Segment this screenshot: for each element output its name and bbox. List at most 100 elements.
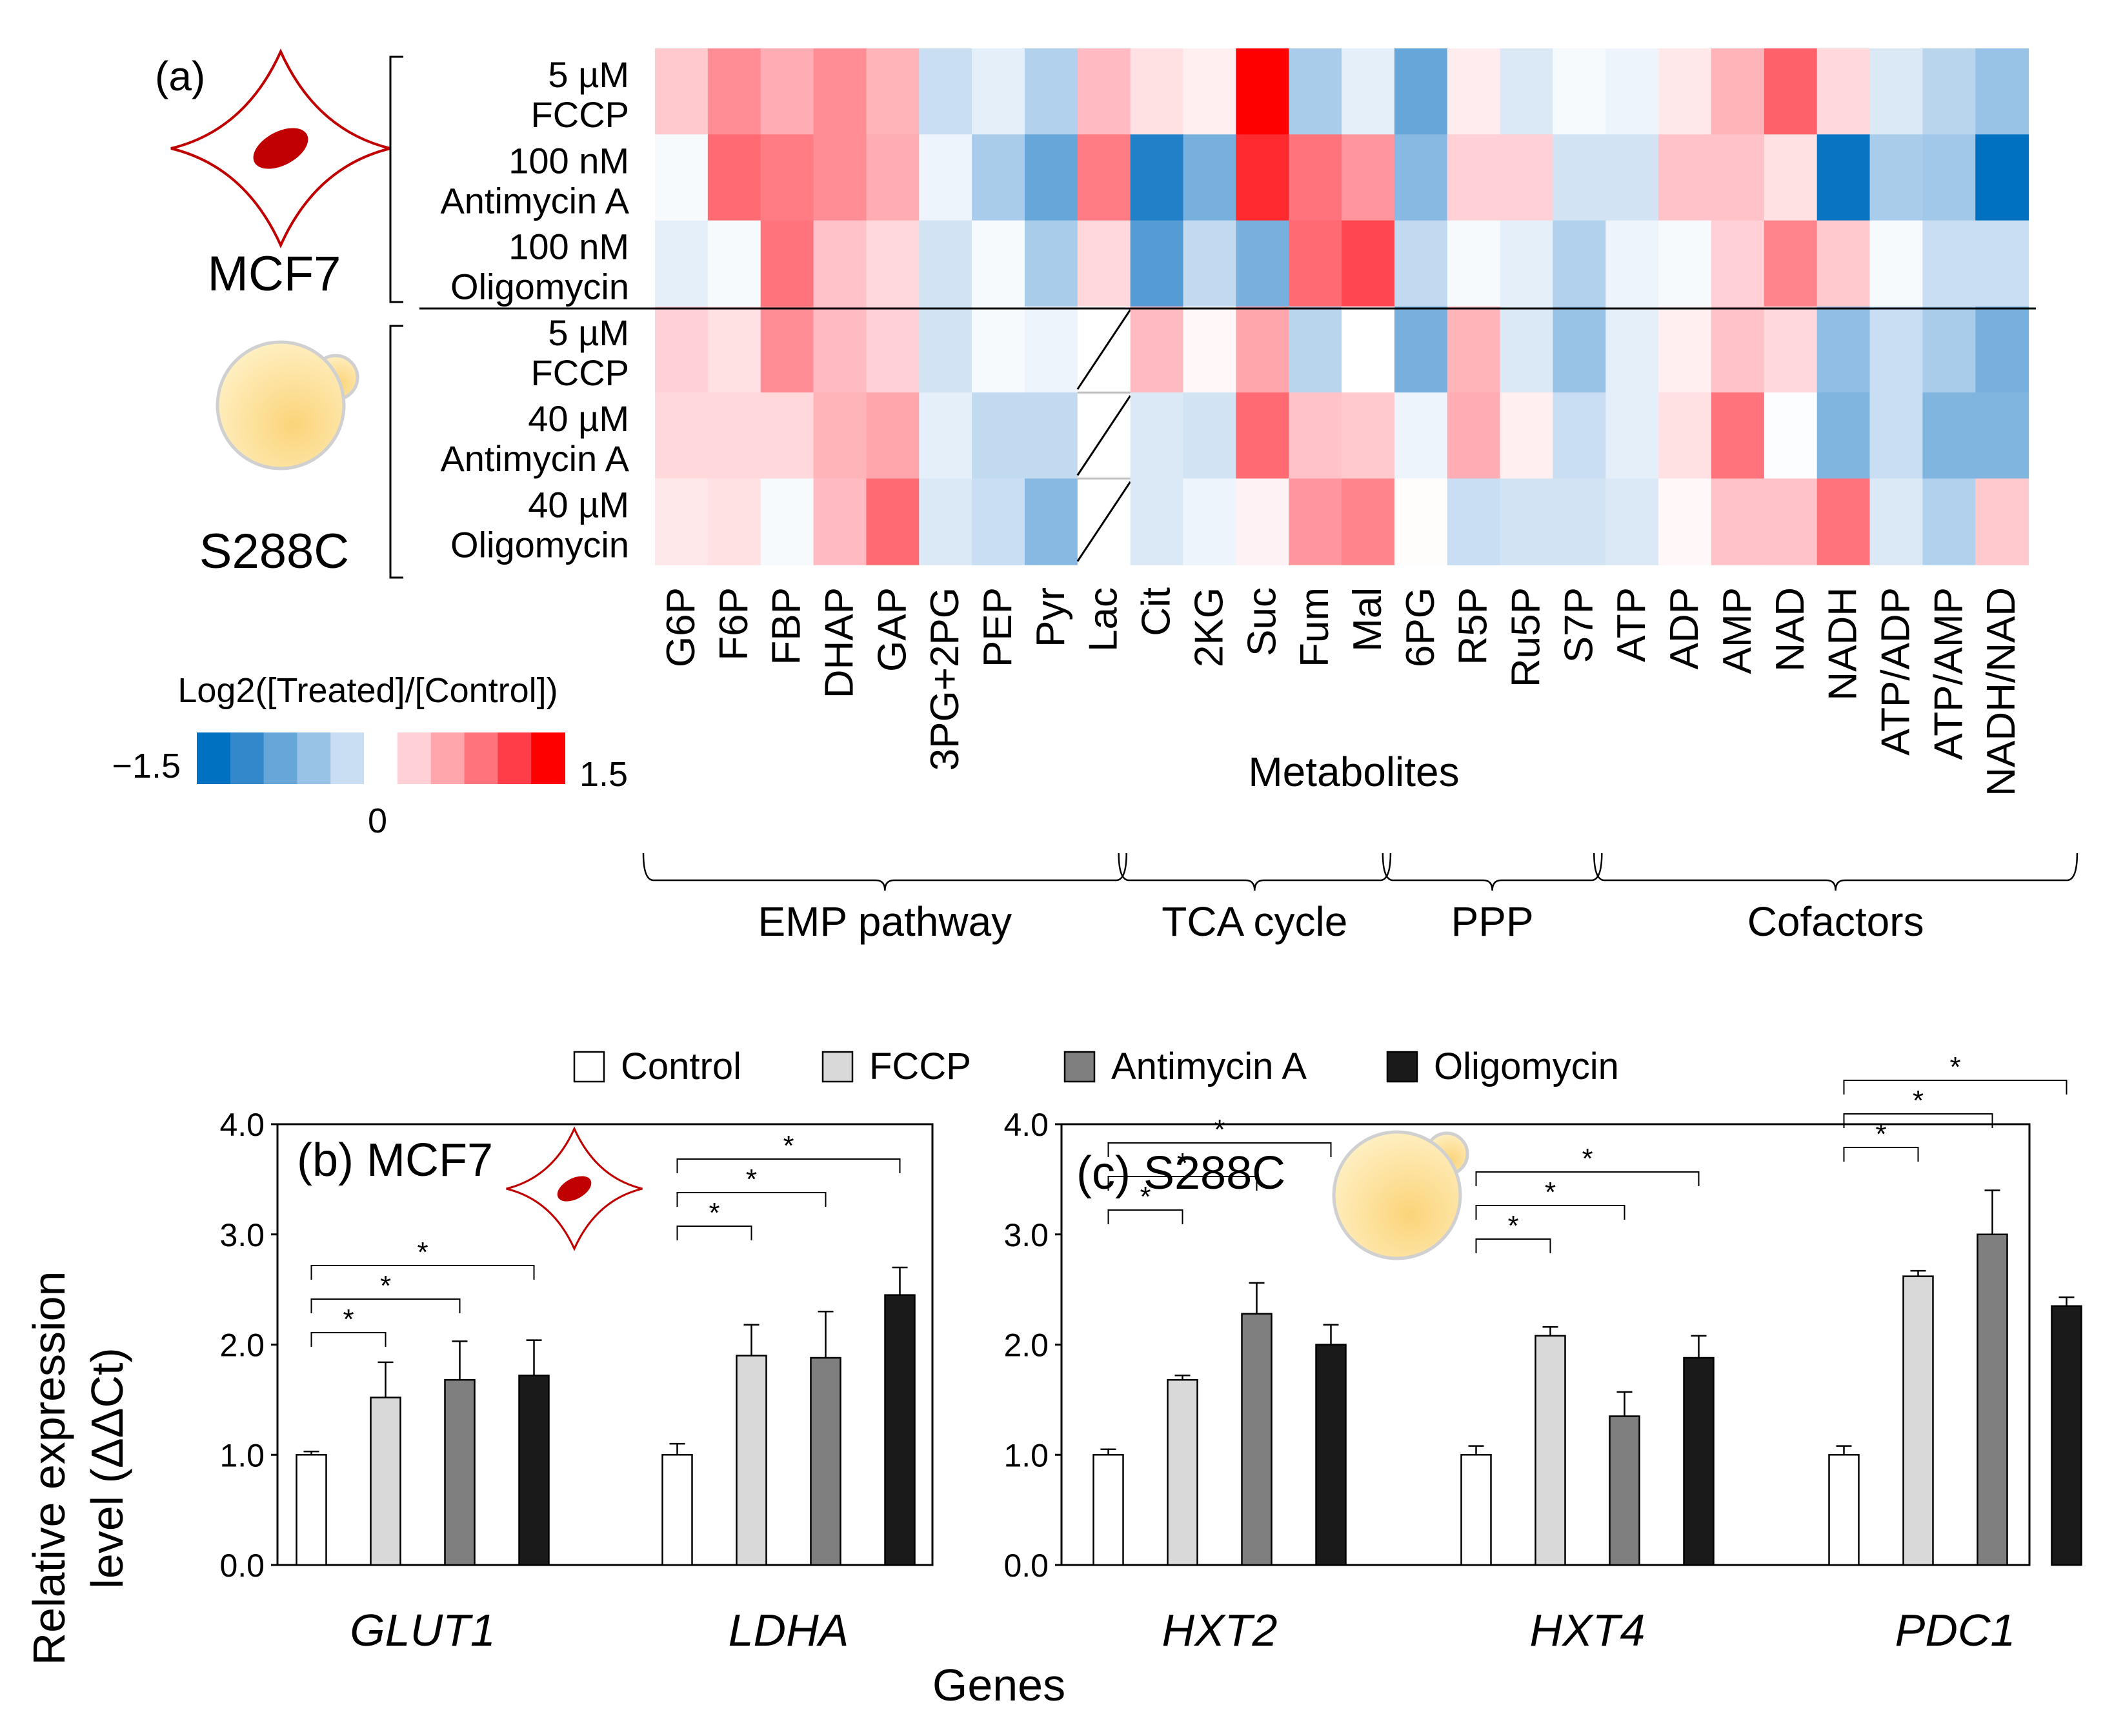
legend-label: Control	[621, 1045, 741, 1087]
missing-slash	[1076, 395, 1131, 476]
colorbar	[197, 732, 565, 784]
heatmap-cell	[1289, 134, 1343, 221]
heatmap-cell	[1975, 220, 2029, 307]
significance-bracket	[1475, 1238, 1551, 1253]
heatmap-cell	[1605, 220, 1660, 307]
significance-star: *	[343, 1304, 354, 1335]
heatmap-cells	[655, 48, 2029, 565]
bar	[518, 1375, 550, 1566]
colorbar-zero-label: 0	[368, 802, 387, 840]
heatmap-cell	[1816, 306, 1871, 394]
heatmap-cell	[1342, 306, 1395, 394]
heatmap-cell	[1289, 220, 1343, 307]
heatmap-cell	[1975, 134, 2029, 221]
heatmap-cell	[866, 392, 920, 479]
significance-star: *	[1214, 1114, 1225, 1146]
colorbar-segment	[197, 732, 231, 784]
heatmap-cell	[707, 392, 761, 479]
row-label-dose: 100 nM	[508, 140, 629, 181]
heatmap-cell	[1658, 478, 1712, 565]
group-label: EMP pathway	[758, 898, 1012, 945]
category-label: HXT4	[1530, 1605, 1645, 1655]
heatmap-cell	[866, 306, 920, 394]
significance-bracket	[1107, 1142, 1332, 1157]
heatmap-cell	[1975, 306, 2029, 394]
significance-bracket	[676, 1226, 752, 1240]
heatmap-cell	[1500, 48, 1554, 136]
bar	[370, 1397, 401, 1566]
metabolite-group-braces: EMP pathway TCA cycle PPP Cofactors	[642, 853, 2078, 945]
heatmap-cell	[1553, 392, 1607, 479]
significance-star: *	[783, 1130, 794, 1162]
column-label: R5P	[1451, 587, 1496, 665]
category-label: LDHA	[729, 1605, 849, 1655]
group-label: TCA cycle	[1162, 898, 1347, 945]
bar	[1902, 1275, 1934, 1566]
heatmap-cell	[1447, 134, 1501, 221]
heatmap-cell	[1289, 392, 1343, 479]
significance-star: *	[380, 1270, 391, 1302]
heatmap-cell	[1764, 478, 1818, 565]
y-tick-label: 3.0	[219, 1217, 265, 1253]
heatmap-cell	[1922, 392, 1977, 479]
heatmap-cell	[919, 392, 973, 479]
heatmap-cell	[1447, 306, 1501, 394]
significance-star: *	[1913, 1085, 1924, 1116]
panel-b-title: (b) MCF7	[297, 1135, 493, 1186]
heatmap-cell	[1024, 478, 1078, 565]
heatmap-cell	[1553, 48, 1607, 136]
heatmap-cell	[1922, 220, 1977, 307]
heatmap-cell	[1130, 220, 1184, 307]
heatmap-cell	[1711, 392, 1765, 479]
heatmap-cell	[655, 48, 709, 136]
heatmap-cell	[1605, 48, 1660, 136]
heatmap-cell	[1236, 478, 1290, 565]
bar	[736, 1355, 767, 1566]
colorbar-segment	[397, 732, 432, 784]
colorbar-segment	[263, 732, 298, 784]
heatmap-cell	[655, 478, 709, 565]
legend-label: Antimycin A	[1111, 1045, 1307, 1087]
panel-b-bar-chart: 0.0 1.0 2.0 3.0 4.0 GLUT1 LDHA * * * * * * (b) MCF7	[219, 1107, 934, 1655]
column-label: F6P	[712, 587, 756, 661]
heatmap-cell	[813, 220, 867, 307]
missing-slash	[1076, 481, 1131, 562]
heatmap-cell	[1183, 306, 1237, 394]
bar-legend: Control FCCP Antimycin A Oligomycin	[573, 1045, 1619, 1087]
category-label: PDC1	[1895, 1605, 2016, 1655]
significance-bracket	[1843, 1147, 1919, 1162]
significance-star: *	[1582, 1143, 1593, 1175]
heatmap-cell	[1605, 306, 1660, 394]
heatmap-cell	[1500, 134, 1554, 221]
y-tick-label: 3.0	[1003, 1217, 1049, 1253]
heatmap-cell	[1447, 478, 1501, 565]
panel-b-significance: * * * * * *	[310, 1130, 901, 1347]
heatmap-cell	[813, 48, 867, 136]
heatmap-cell	[1130, 306, 1184, 394]
heatmap-cell	[1024, 134, 1078, 221]
heatmap-cell	[1816, 48, 1871, 136]
heatmap-cell	[1447, 220, 1501, 307]
heatmap-cell	[760, 220, 814, 307]
panel-c-title: (c) S288C	[1076, 1147, 1285, 1199]
heatmap-cell	[1605, 392, 1660, 479]
heatmap-cell	[1658, 392, 1712, 479]
column-label: Lac	[1082, 587, 1126, 652]
y-tick-label: 4.0	[1003, 1107, 1049, 1143]
heatmap-cell	[1553, 134, 1607, 221]
heatmap-cell	[1342, 134, 1395, 221]
heatmap-cell	[1447, 392, 1501, 479]
heatmap-cell	[919, 134, 973, 221]
heatmap-cell	[1553, 306, 1607, 394]
row-label-compound: Oligomycin	[450, 525, 629, 565]
heatmap-cell	[1183, 134, 1237, 221]
category-label: HXT2	[1162, 1605, 1278, 1655]
yeast-cell-icon	[216, 340, 359, 470]
heatmap-cell	[1816, 220, 1871, 307]
bar-xlabel: Genes	[932, 1660, 1065, 1710]
heatmap-cell	[866, 134, 920, 221]
missing-slash	[1076, 309, 1131, 390]
